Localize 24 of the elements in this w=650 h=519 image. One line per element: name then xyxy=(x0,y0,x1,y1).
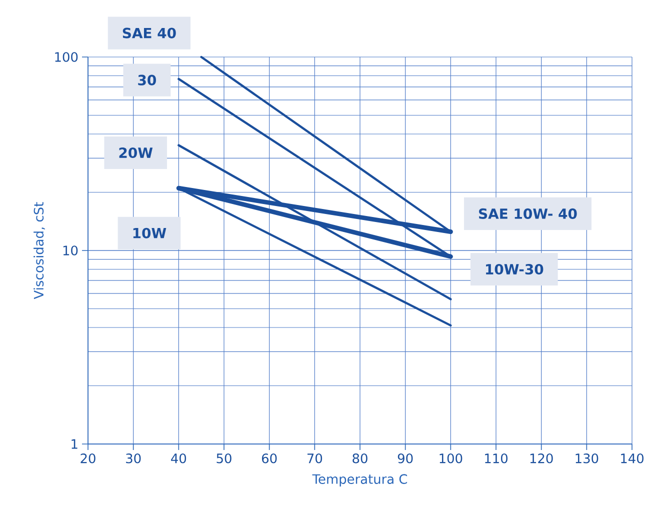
x-tick-label: 130 xyxy=(576,453,598,464)
y-tick-label: 100 xyxy=(55,52,78,62)
x-tick-label: 30 xyxy=(126,453,141,464)
series-label: 30 xyxy=(138,74,156,86)
text: SAE 10W- 40 xyxy=(479,208,577,219)
y-tick-label: 10 xyxy=(63,246,78,256)
x-tick-label: 20 xyxy=(80,453,96,464)
x-tick-label: 100 xyxy=(440,453,462,464)
x-tick-label: 110 xyxy=(485,453,508,464)
x-tick-label: 60 xyxy=(262,453,277,464)
x-tick-label: 90 xyxy=(398,453,413,464)
x-tick-label: 70 xyxy=(307,453,322,464)
text: 10W-30 xyxy=(486,264,544,275)
y-axis-title: Viscosidad, cSt xyxy=(34,202,45,300)
series-label: 20W xyxy=(119,147,153,158)
x-tick-label: 50 xyxy=(216,453,232,464)
x-tick-label: 80 xyxy=(352,453,368,464)
x-tick-label: 140 xyxy=(621,453,644,464)
text: SAE 40 xyxy=(122,28,176,38)
text: 10W xyxy=(133,228,166,238)
y-tick-label: 1 xyxy=(72,439,78,449)
x-tick-label: 120 xyxy=(530,453,553,464)
x-tick-label: 40 xyxy=(171,453,186,464)
x-axis-title: Temperatura C xyxy=(312,474,408,486)
